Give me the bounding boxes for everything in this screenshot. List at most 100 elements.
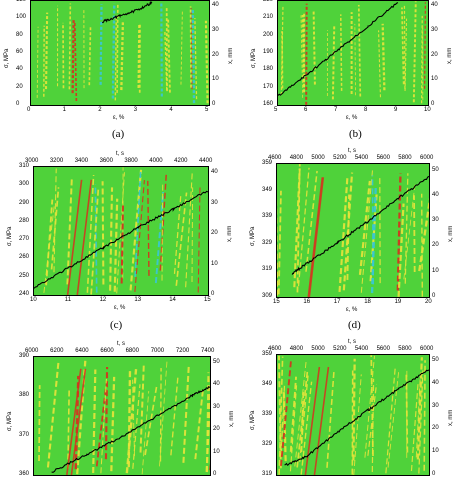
y-tick-label: 329 <box>262 441 272 447</box>
band-streak <box>414 1 416 102</box>
band-streak <box>422 16 423 103</box>
x2-tick-label: 3400 <box>75 158 88 164</box>
y-axis-title: σ, MPa <box>250 411 256 430</box>
band-streak <box>161 3 162 97</box>
band-streak <box>110 187 112 290</box>
y-tick-label: 100 <box>16 14 26 20</box>
band-streak <box>111 377 114 471</box>
x2-tick-label: 6400 <box>75 348 88 354</box>
x-tick-label: 13 <box>134 297 141 303</box>
band-streak <box>46 200 52 286</box>
heatmap-plot-d <box>276 163 430 298</box>
band-streak <box>419 196 429 271</box>
caption-a: (a) <box>112 128 124 140</box>
x-tick-label: 2 <box>98 107 101 113</box>
heatmap-a <box>31 1 209 105</box>
heatmap-c <box>34 167 208 295</box>
x-axis-title: ε, % <box>346 115 357 121</box>
y-tick-label: 210 <box>263 14 273 20</box>
x-tick-label: 9 <box>394 107 397 113</box>
x2-tick-label: 4800 <box>290 346 303 352</box>
band-streak <box>297 370 307 468</box>
band-streak <box>193 9 194 104</box>
band-streak <box>160 174 166 271</box>
y2-tick-label: 20 <box>431 52 438 58</box>
x2-tick-label: 7200 <box>176 348 189 354</box>
heatmap-e <box>34 357 210 475</box>
y2-tick-label: 30 <box>213 404 220 410</box>
x-tick-label: 3 <box>134 107 137 113</box>
heatmap-d <box>277 164 429 297</box>
y-tick-label: 339 <box>262 213 272 219</box>
band-streak <box>93 370 95 473</box>
x2-tick-label: 3000 <box>25 158 38 164</box>
band-streak <box>405 19 406 91</box>
band-streak <box>97 386 106 466</box>
band-streak <box>115 199 117 292</box>
y2-tick-label: 40 <box>211 169 218 175</box>
x-tick-label: 16 <box>303 299 310 305</box>
x2-tick-label: 6200 <box>50 348 63 354</box>
x2-axis-title: t, s <box>116 151 124 157</box>
y-tick-label: 60 <box>16 49 23 55</box>
y-axis-title: σ, MPa <box>4 49 10 68</box>
band-streak <box>290 385 296 471</box>
y2-tick-label: 40 <box>432 380 439 386</box>
y2-tick-label: 30 <box>212 27 219 33</box>
y-axis-title: σ, MPa <box>251 49 257 68</box>
x2-tick-label: 4400 <box>199 158 212 164</box>
x-tick-label: 14 <box>169 297 176 303</box>
band-streak <box>354 374 362 475</box>
x2-tick-label: 3200 <box>50 158 63 164</box>
y-tick-label: 380 <box>19 392 29 398</box>
y2-tick-label: 0 <box>432 471 435 477</box>
y-tick-label: 20 <box>16 84 23 90</box>
band-streak <box>386 366 395 473</box>
x2-tick-label: 4600 <box>268 346 281 352</box>
x2-tick-label: 6000 <box>420 346 433 352</box>
band-streak <box>314 11 315 85</box>
y-tick-label: 40 <box>16 66 23 72</box>
y2-tick-label: 20 <box>432 242 439 248</box>
y-tick-label: 329 <box>262 240 272 246</box>
x-tick-label: 11 <box>65 297 71 303</box>
x2-tick-label: 5600 <box>377 346 390 352</box>
x2-tick-label: 4600 <box>268 155 281 161</box>
caption-d: (d) <box>348 319 361 331</box>
x2-tick-label: 5200 <box>333 346 346 352</box>
x2-tick-label: 5000 <box>311 346 324 352</box>
x2-tick-label: 5600 <box>377 155 390 161</box>
x-tick-label: 18 <box>364 299 371 305</box>
band-streak <box>340 177 348 292</box>
y2-tick-label: 40 <box>431 2 438 8</box>
band-streak <box>198 186 200 292</box>
band-streak <box>361 170 372 292</box>
y-tick-label: 120 <box>16 0 26 3</box>
y2-tick-label: 50 <box>432 357 439 363</box>
band-streak <box>425 2 426 88</box>
y-tick-label: 349 <box>262 381 272 387</box>
y2-axis-title: x, mm <box>448 410 454 426</box>
y2-tick-label: 20 <box>432 425 439 431</box>
band-streak <box>122 204 123 283</box>
band-streak <box>148 181 149 276</box>
band-streak <box>117 4 118 93</box>
y2-tick-label: 10 <box>432 268 439 274</box>
heatmap-plot-c <box>33 166 209 296</box>
y2-tick-label: 20 <box>211 230 218 236</box>
x-axis-title: ε, % <box>114 305 125 311</box>
band-streak <box>195 18 197 99</box>
band-streak <box>48 362 59 468</box>
y-tick-label: 370 <box>19 432 29 438</box>
band-streak <box>168 18 170 93</box>
band-streak <box>75 22 77 101</box>
band-streak <box>121 22 123 90</box>
x-tick-label: 10 <box>30 297 37 303</box>
band-streak <box>138 25 139 88</box>
y-tick-label: 160 <box>263 101 273 107</box>
band-streak <box>160 368 161 461</box>
x2-tick-label: 5200 <box>333 155 346 161</box>
band-streak <box>206 21 208 103</box>
band-streak <box>388 371 399 468</box>
x-tick-label: 5 <box>274 107 277 113</box>
